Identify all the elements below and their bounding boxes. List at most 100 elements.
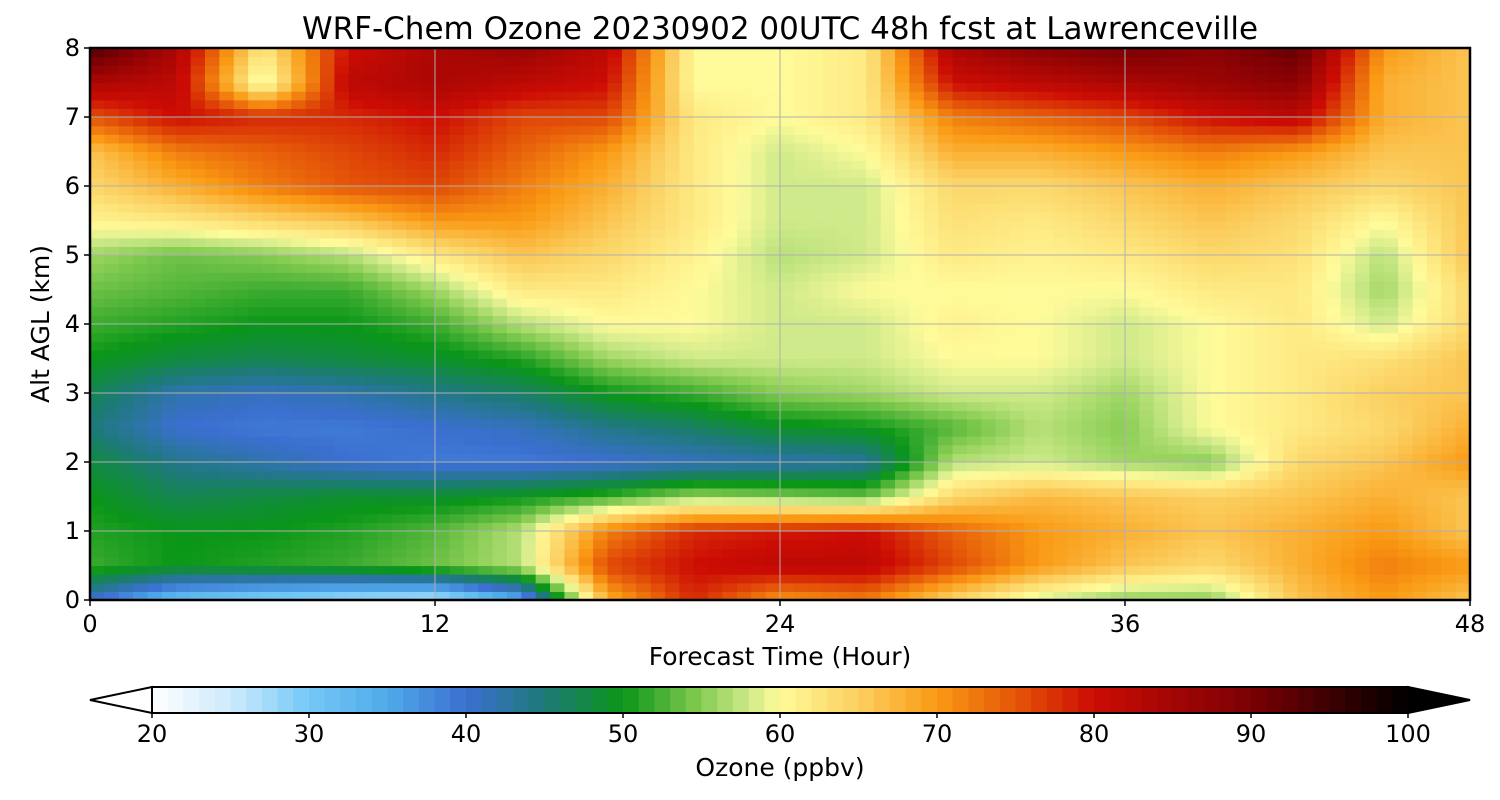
heatmap-cell — [1010, 539, 1025, 549]
heatmap-cell — [118, 591, 134, 600]
heatmap-cell — [722, 280, 738, 291]
heatmap-cell — [363, 160, 379, 170]
heatmap-cell — [118, 306, 134, 316]
heatmap-cell — [1311, 194, 1327, 204]
heatmap-cell — [1067, 332, 1083, 342]
heatmap-cell — [981, 220, 997, 230]
heatmap-cell — [1441, 263, 1457, 273]
heatmap-cell — [305, 548, 321, 558]
heatmap-cell — [506, 349, 522, 360]
heatmap-cell — [621, 168, 637, 178]
heatmap-cell — [219, 375, 235, 385]
heatmap-cell — [1311, 324, 1327, 334]
heatmap-cell — [233, 462, 249, 472]
heatmap-cell — [1326, 384, 1342, 394]
heatmap-cell — [751, 453, 767, 463]
heatmap-cell — [938, 556, 954, 567]
heatmap-cell — [1010, 436, 1025, 446]
heatmap-cell — [334, 487, 350, 498]
heatmap-cell — [851, 280, 867, 291]
heatmap-cell — [118, 548, 134, 558]
heatmap-cell — [334, 453, 350, 463]
heatmap-cell — [334, 470, 350, 480]
heatmap-cell — [435, 393, 450, 403]
heatmap-cell — [1254, 462, 1270, 472]
heatmap-cell — [794, 487, 810, 498]
heatmap-cell — [363, 513, 379, 523]
heatmap-cell — [880, 574, 896, 584]
heatmap-cell — [90, 436, 105, 446]
heatmap-cell — [621, 418, 637, 429]
heatmap-cell — [1240, 462, 1255, 472]
heatmap-cell — [765, 151, 781, 161]
heatmap-cell — [1326, 160, 1342, 170]
heatmap-cell — [1369, 496, 1385, 506]
heatmap-cell — [808, 591, 824, 600]
heatmap-cell — [952, 315, 968, 325]
heatmap-cell — [923, 315, 939, 325]
heatmap-cell — [938, 462, 954, 472]
heatmap-cell — [521, 160, 537, 170]
heatmap-cell — [1024, 393, 1040, 403]
heatmap-cell — [722, 151, 738, 161]
heatmap-cell — [104, 539, 120, 549]
heatmap-cell — [621, 358, 637, 368]
heatmap-cell — [233, 565, 249, 575]
heatmap-cell — [550, 470, 565, 480]
heatmap-cell — [176, 211, 192, 222]
heatmap-cell — [133, 367, 149, 377]
heatmap-cell — [1355, 349, 1370, 360]
heatmap-cell — [880, 531, 896, 541]
heatmap-cell — [564, 539, 580, 549]
heatmap-cell — [1326, 565, 1342, 575]
heatmap-cell — [981, 436, 997, 446]
heatmap-cell — [334, 151, 350, 161]
heatmap-cell — [564, 548, 580, 558]
heatmap-cell — [276, 582, 292, 592]
heatmap-cell — [133, 168, 149, 178]
heatmap-cell — [377, 255, 393, 265]
heatmap-cell — [1254, 280, 1270, 291]
heatmap-cell — [665, 186, 680, 196]
heatmap-cell — [262, 220, 278, 230]
heatmap-cell — [751, 306, 767, 316]
heatmap-cell — [262, 574, 278, 584]
heatmap-cell — [621, 246, 637, 256]
heatmap-cell — [837, 220, 853, 230]
heatmap-cell — [449, 418, 465, 429]
heatmap-cell — [1441, 505, 1457, 515]
heatmap-cell — [1355, 556, 1370, 567]
heatmap-cell — [593, 470, 609, 480]
heatmap-cell — [923, 332, 939, 342]
heatmap-cell — [334, 565, 350, 575]
heatmap-cell — [880, 401, 896, 411]
heatmap-cell — [1125, 479, 1140, 489]
heatmap-cell — [1340, 349, 1356, 360]
heatmap-cell — [406, 444, 422, 454]
heatmap-cell — [1268, 349, 1284, 360]
heatmap-cell — [636, 401, 652, 411]
heatmap-cell — [866, 487, 882, 498]
heatmap-cell — [794, 220, 810, 230]
heatmap-cell — [794, 358, 810, 368]
heatmap-cell — [1196, 410, 1212, 420]
heatmap-cell — [1096, 384, 1112, 394]
heatmap-cell — [90, 186, 105, 196]
heatmap-cell — [161, 384, 177, 394]
heatmap-cell — [909, 531, 925, 541]
heatmap-cell — [1455, 349, 1470, 360]
heatmap-cell — [1110, 160, 1126, 170]
heatmap-cell — [133, 556, 149, 567]
heatmap-cell — [1426, 487, 1442, 498]
heatmap-cell — [722, 375, 738, 385]
heatmap-cell — [765, 479, 781, 489]
heatmap-cell — [866, 393, 882, 403]
heatmap-cell — [1139, 436, 1155, 446]
heatmap-cell — [1168, 470, 1184, 480]
heatmap-cell — [794, 186, 810, 196]
heatmap-cell — [521, 367, 537, 377]
heatmap-cell — [780, 229, 795, 239]
heatmap-cell — [578, 453, 594, 463]
heatmap-cell — [262, 453, 278, 463]
heatmap-cell — [1297, 186, 1313, 196]
